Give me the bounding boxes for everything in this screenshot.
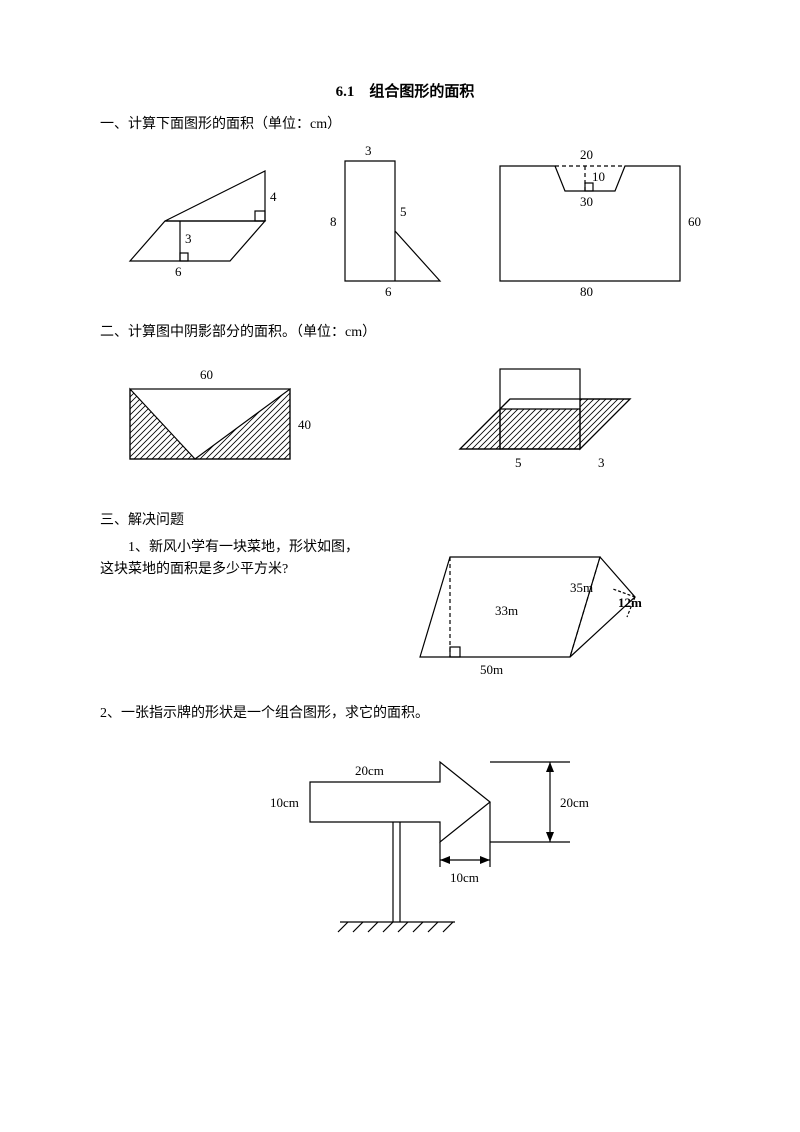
fig1b-label-8: 8 bbox=[330, 214, 337, 229]
fig1c-label-10: 10 bbox=[592, 169, 605, 184]
question-3-1: 1、新风小学有一块菜地，形状如图， 这块菜地的面积是多少平方米? bbox=[100, 537, 710, 687]
fig3-label-33m: 33m bbox=[495, 603, 518, 618]
fig1c-label-30: 30 bbox=[580, 194, 593, 209]
fig1a-label-6: 6 bbox=[175, 264, 182, 279]
fig4-label-20cm-right: 20cm bbox=[560, 795, 589, 810]
figure-row-2: 60 40 bbox=[100, 349, 710, 489]
fig4-label-20cm-top: 20cm bbox=[355, 763, 384, 778]
page-title: 6.1 组合图形的面积 bbox=[100, 80, 710, 101]
fig1c-label-60: 60 bbox=[688, 214, 701, 229]
fig3-label-50m: 50m bbox=[480, 662, 503, 677]
fig4-label-10cm-left: 10cm bbox=[270, 795, 299, 810]
figure-3: 35m 33m 12m 50m bbox=[390, 537, 670, 687]
fig1b-label-6: 6 bbox=[385, 284, 392, 299]
fig1a-label-3: 3 bbox=[185, 231, 192, 246]
section-2-head: 二、计算图中阴影部分的面积。（单位：cm） bbox=[100, 321, 710, 341]
fig1b-label-5: 5 bbox=[400, 204, 407, 219]
q3-1-line1: 1、新风小学有一块菜地，形状如图， bbox=[100, 537, 360, 559]
section-1-head: 一、计算下面图形的面积（单位：cm） bbox=[100, 113, 710, 133]
figure-1c: 20 10 30 60 80 bbox=[480, 141, 710, 301]
fig2a-label-60: 60 bbox=[200, 367, 213, 382]
section-3-head: 三、解决问题 bbox=[100, 509, 710, 529]
fig1c-label-80: 80 bbox=[580, 284, 593, 299]
fig2b-label-5: 5 bbox=[515, 455, 522, 470]
fig2a-label-40: 40 bbox=[298, 417, 311, 432]
figure-2b: 5 3 bbox=[440, 349, 660, 489]
question-3-2: 2、一张指示牌的形状是一个组合图形，求它的面积。 bbox=[100, 702, 710, 722]
figure-row-1: 4 3 6 3 8 5 6 bbox=[100, 141, 710, 301]
fig3-label-12m: 12m bbox=[618, 595, 642, 610]
fig1b-label-3: 3 bbox=[365, 143, 372, 158]
q3-1-line2: 这块菜地的面积是多少平方米? bbox=[100, 559, 360, 581]
fig1c-label-20: 20 bbox=[580, 147, 593, 162]
fig4-label-10cm-bottom: 10cm bbox=[450, 870, 479, 885]
figure-2a: 60 40 bbox=[100, 349, 320, 479]
figure-1b: 3 8 5 6 bbox=[300, 141, 470, 301]
figure-4: 20cm 10cm 20cm 10cm bbox=[240, 732, 710, 952]
fig1a-label-4: 4 bbox=[270, 189, 277, 204]
fig2b-label-3: 3 bbox=[598, 455, 605, 470]
figure-1a: 4 3 6 bbox=[100, 141, 290, 281]
fig3-label-35m: 35m bbox=[570, 580, 593, 595]
